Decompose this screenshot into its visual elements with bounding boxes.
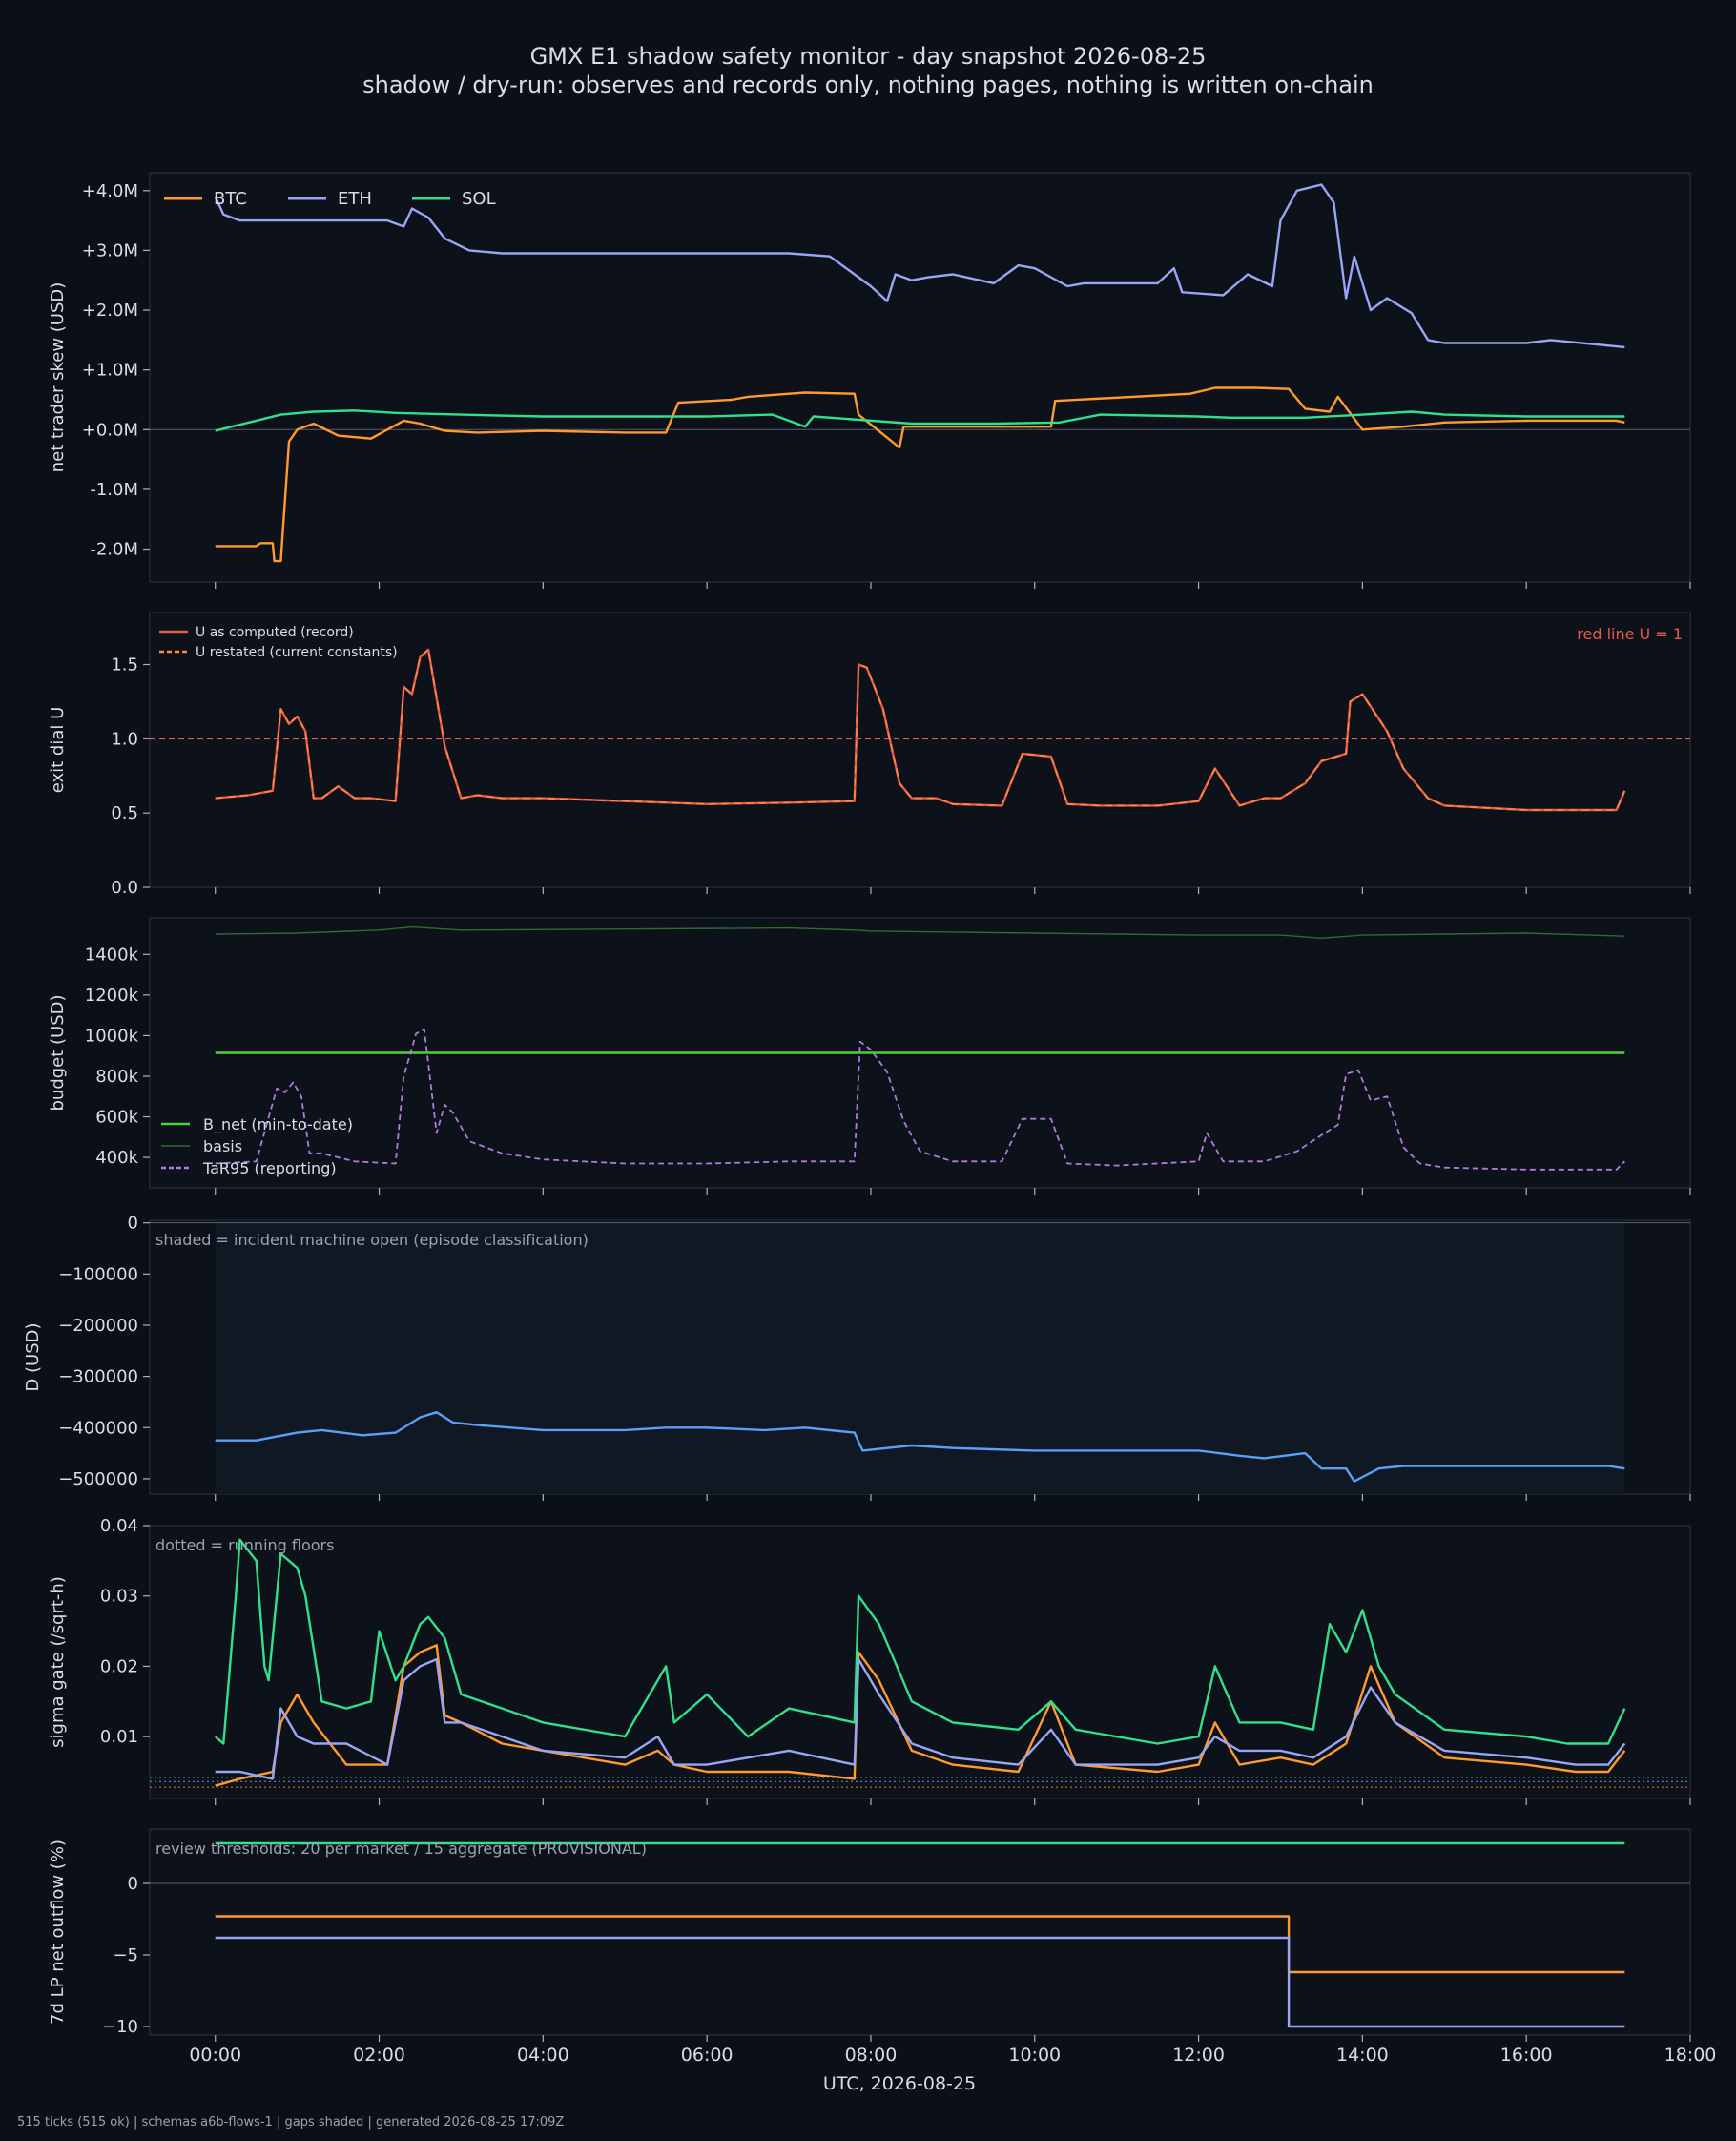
y-tick-label: -1.0M [90, 480, 138, 500]
series-line-u-restated-current-constants- [215, 649, 1626, 811]
panel-frame [149, 612, 1691, 888]
series-line-tar95-reporting- [215, 1029, 1625, 1171]
legend-label: U restated (current constants) [196, 645, 398, 660]
y-axis-label: D (USD) [23, 1322, 43, 1391]
y-tick-label: −5 [113, 1945, 138, 1965]
y-tick-label: 0.04 [100, 1516, 138, 1536]
y-tick-label: 600k [95, 1108, 138, 1128]
y-tick-label: 0.0 [111, 878, 138, 898]
y-tick-label: +0.0M [82, 420, 138, 440]
y-tick-label: −200000 [58, 1316, 138, 1336]
x-tick-label: 00:00 [189, 2045, 241, 2066]
y-tick-label: 0.02 [100, 1656, 138, 1676]
footer-status: 515 ticks (515 ok) | schemas a6b-flows-1… [17, 2115, 564, 2130]
drawdown-panel: −500000 −400000 −300000 −200000 −100000 0 D (U… [23, 1214, 1691, 1501]
lp-outflow-panel: −10 −5 0 7d LP net outflow (%) review thresh… [48, 1828, 1691, 2042]
legend-label: BTC [214, 189, 247, 209]
y-axis-label: 7d LP net outflow (%) [48, 1840, 68, 2025]
panel-frame [149, 1828, 1691, 2036]
sigma-gate-panel: 0.01 0.02 0.03 0.04 sigma gate (/sqrt-h) dott… [48, 1516, 1691, 1805]
legend-label: basis [203, 1137, 242, 1155]
series-line-basis [215, 925, 1625, 939]
series-line-sol [214, 1538, 1626, 1745]
y-tick-label: 1200k [85, 986, 139, 1006]
y-tick-label: 400k [95, 1148, 138, 1168]
y-tick-label: −500000 [58, 1469, 138, 1489]
series-line-eth [214, 183, 1625, 349]
y-tick-label: 1000k [85, 1026, 139, 1046]
series-line-eth [215, 1657, 1626, 1780]
incident-shade [215, 1220, 1625, 1494]
y-tick-label: 1.0 [111, 729, 138, 749]
y-axis-label: sigma gate (/sqrt-h) [48, 1576, 68, 1748]
y-tick-label: −400000 [58, 1418, 138, 1438]
y-tick-label: 0.03 [100, 1587, 138, 1607]
exit-dial-panel: 0.0 0.5 1.0 1.5 exit dial U red line U = 1 U a… [48, 612, 1691, 898]
y-axis-label: budget (USD) [48, 994, 68, 1111]
series-line-sol [215, 409, 1625, 432]
y-tick-label: 0.01 [100, 1727, 138, 1747]
y-tick-label: −300000 [58, 1367, 138, 1387]
y-tick-label: 800k [95, 1067, 138, 1087]
x-tick-label: 16:00 [1500, 2045, 1553, 2066]
y-tick-label: −10 [102, 2017, 138, 2037]
redline-annotation: red line U = 1 [1577, 625, 1683, 643]
legend-label: B_net (min-to-date) [203, 1115, 353, 1134]
x-tick-label: 10:00 [1008, 2045, 1061, 2066]
y-axis-label: exit dial U [48, 707, 68, 794]
panel-annotation: shaded = incident machine open (episode … [155, 1231, 589, 1249]
series-line-btc [215, 386, 1625, 563]
panel-frame [149, 172, 1691, 583]
x-tick-label: 02:00 [353, 2045, 405, 2066]
y-tick-label: +1.0M [82, 361, 138, 381]
panel-annotation: review thresholds: 20 per market / 15 ag… [155, 1840, 647, 1858]
y-tick-label: +2.0M [82, 301, 138, 321]
y-tick-label: −100000 [58, 1264, 138, 1284]
legend-label: ETH [338, 189, 372, 209]
budget-panel: 400k 600k 800k 1000k 1200k 1400k budget (USD) B… [48, 917, 1691, 1195]
y-tick-label: +4.0M [82, 181, 138, 201]
y-tick-label: +3.0M [82, 240, 138, 260]
series-line-eth [215, 1936, 1625, 2028]
y-tick-label: -2.0M [90, 540, 138, 560]
skew-panel: -2.0M -1.0M +0.0M +1.0M +2.0M +3.0M +4.0M net t… [48, 172, 1691, 589]
x-axis: 00:00 02:00 04:00 06:00 08:00 10:00 12:00 14:00… [189, 2045, 1716, 2066]
panel-frame [149, 1525, 1691, 1799]
legend-label: TaR95 (reporting) [202, 1159, 337, 1177]
x-axis-label: UTC, 2026-08-25 [823, 2073, 976, 2094]
x-tick-label: 12:00 [1172, 2045, 1225, 2066]
x-tick-label: 14:00 [1336, 2045, 1389, 2066]
x-tick-label: 06:00 [681, 2045, 734, 2066]
legend-label: U as computed (record) [196, 625, 354, 640]
y-tick-label: 0 [128, 1874, 138, 1894]
panel-annotation: dotted = running floors [155, 1536, 334, 1554]
y-axis-label: net trader skew (USD) [48, 282, 68, 473]
y-tick-label: 1.5 [111, 655, 138, 675]
figure-title: GMX E1 shadow safety monitor - day snaps… [530, 43, 1207, 70]
x-tick-label: 18:00 [1664, 2045, 1717, 2066]
y-tick-label: 0 [128, 1214, 138, 1234]
x-tick-label: 08:00 [845, 2045, 898, 2066]
legend-label: SOL [462, 189, 496, 209]
figure-subtitle: shadow / dry-run: observes and records o… [362, 72, 1374, 98]
x-tick-label: 04:00 [517, 2045, 569, 2066]
series-line-d [215, 1410, 1625, 1483]
y-tick-label: 1400k [85, 945, 139, 965]
y-tick-label: 0.5 [111, 803, 138, 823]
